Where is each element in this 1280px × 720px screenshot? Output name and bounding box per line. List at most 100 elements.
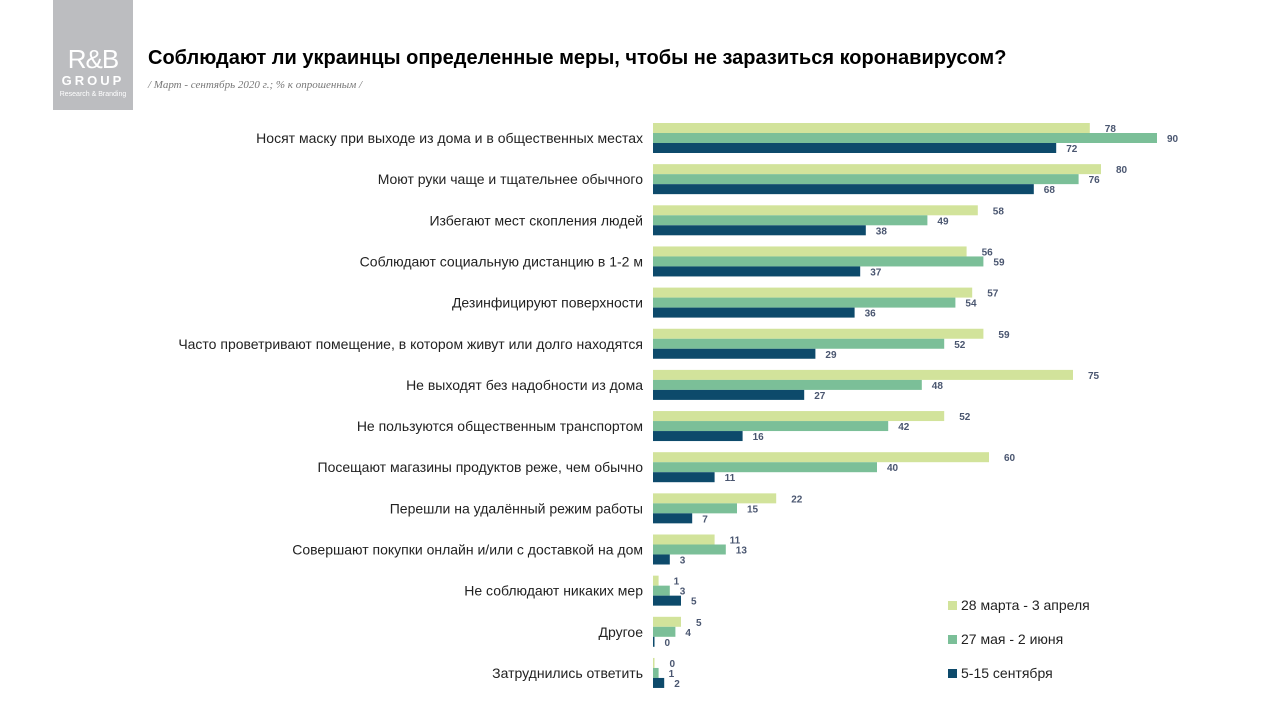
data-label: 58: [993, 206, 1005, 217]
category-label: Совершают покупки онлайн и/или с доставк…: [292, 542, 643, 558]
category-label: Избегают мест скопления людей: [429, 212, 643, 228]
category-label: Моют руки чаще и тщательнее обычного: [378, 171, 644, 187]
bar: [653, 513, 693, 524]
data-label: 76: [1089, 175, 1101, 186]
data-label: 27: [814, 391, 826, 402]
legend-label: 27 мая - 2 июня: [961, 631, 1064, 647]
bar: [653, 379, 922, 390]
bar: [653, 626, 676, 637]
bar: [653, 328, 984, 339]
bar: [653, 297, 956, 308]
data-label: 5: [696, 618, 702, 629]
data-label: 40: [887, 463, 899, 474]
data-label: 29: [825, 350, 837, 361]
bar: [653, 215, 928, 226]
bar: [653, 184, 1034, 195]
data-label: 60: [1004, 453, 1016, 464]
legend-item: 5-15 сентября: [948, 665, 1053, 681]
chart-subtitle: / Март - сентябрь 2020 г.; % к опрошенны…: [148, 79, 363, 91]
bar: [653, 677, 665, 688]
legend-label: 5-15 сентября: [961, 665, 1053, 681]
bar: [653, 133, 1157, 143]
bar: [653, 544, 726, 555]
category-label: Перешли на удалённый режим работы: [390, 500, 643, 516]
bar: [653, 452, 989, 463]
data-label: 2: [674, 679, 680, 690]
bar: [653, 554, 670, 565]
category-label: Не соблюдают никаких мер: [464, 583, 643, 599]
data-label: 49: [937, 216, 949, 227]
bar: [653, 143, 1057, 153]
bar: [653, 369, 1073, 380]
category-label: Часто проветривают помещение, в котором …: [178, 336, 643, 352]
data-label: 37: [870, 267, 882, 278]
bar: [653, 462, 877, 473]
bar: [653, 411, 945, 422]
logo-group: GROUP: [61, 73, 125, 88]
category-label: Носят маску при выходе из дома и в общес…: [256, 130, 643, 146]
bar: [653, 616, 681, 627]
data-label: 1: [669, 669, 675, 680]
bar: [653, 266, 861, 277]
bar: [653, 174, 1079, 185]
data-label: 11: [730, 536, 741, 547]
bar: [653, 421, 889, 432]
bar: [653, 472, 715, 483]
category-label: Другое: [599, 624, 644, 640]
legend-swatch: [948, 634, 957, 644]
data-label: 0: [670, 659, 676, 670]
legend-item: 27 мая - 2 июня: [948, 631, 1063, 647]
data-label: 78: [1105, 124, 1117, 135]
legend-swatch: [948, 600, 957, 610]
bar: [653, 493, 777, 504]
data-label: 38: [876, 226, 888, 237]
company-logo: R&B GROUP Research & Branding: [53, 0, 133, 110]
category-label: Не пользуются общественным транспортом: [357, 418, 643, 434]
data-label: 3: [680, 587, 686, 598]
data-label: 48: [932, 381, 944, 392]
data-label: 0: [665, 638, 671, 649]
bar: [653, 585, 670, 596]
data-label: 11: [725, 473, 736, 484]
logo-tagline: Research & Branding: [59, 91, 127, 98]
data-label: 15: [747, 504, 759, 515]
legend-label: 28 марта - 3 апреля: [961, 597, 1090, 613]
category-label: Затруднились ответить: [492, 665, 643, 681]
bar: [653, 205, 978, 216]
chart-title: Соблюдают ли украинцы определенные меры,…: [148, 47, 1007, 69]
bar: [653, 246, 967, 257]
data-label: 5: [691, 597, 697, 608]
bar: [653, 595, 681, 606]
bar: [653, 338, 945, 349]
legend-item: 28 марта - 3 апреля: [948, 597, 1090, 613]
data-label: 52: [954, 340, 966, 351]
data-label: 3: [680, 556, 686, 567]
bar: [653, 287, 973, 298]
logo-text: R&B: [67, 44, 119, 74]
bar: [653, 503, 737, 514]
data-label: 59: [998, 330, 1010, 341]
bar: [653, 534, 715, 545]
category-label: Дезинфицируют поверхности: [452, 295, 643, 311]
data-label: 1: [674, 577, 680, 588]
data-label: 68: [1044, 185, 1056, 196]
data-label: 90: [1167, 134, 1179, 145]
bar: [653, 667, 659, 678]
bar: [653, 636, 655, 647]
bar: [653, 225, 866, 236]
data-label: 42: [898, 422, 910, 433]
bar: [653, 348, 816, 359]
data-label: 54: [965, 299, 977, 310]
data-label: 36: [865, 309, 877, 320]
legend-swatch: [948, 668, 957, 678]
bar: [653, 164, 1101, 175]
bar: [653, 431, 743, 442]
data-label: 22: [791, 494, 803, 505]
bar: [653, 256, 984, 267]
data-label: 16: [753, 432, 765, 443]
data-label: 56: [982, 247, 994, 258]
bar: [653, 657, 655, 668]
data-label: 52: [959, 412, 971, 423]
data-label: 80: [1116, 165, 1128, 176]
